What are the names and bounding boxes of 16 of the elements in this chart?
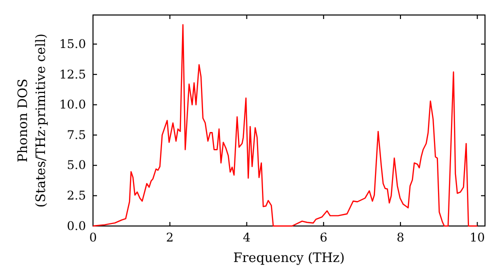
y-tick-label: 15.0 bbox=[59, 36, 86, 51]
x-tick-label: 6 bbox=[320, 230, 328, 245]
y-tick-label: 10.0 bbox=[59, 98, 86, 112]
line-series bbox=[92, 24, 478, 227]
x-tick-label: 10 bbox=[470, 230, 485, 245]
y-tick-label: 12.5 bbox=[59, 67, 86, 82]
y-tick-label: 7.5 bbox=[66, 128, 86, 142]
x-tick-label: 8 bbox=[396, 230, 404, 245]
x-axis-title: Frequency (THz) bbox=[233, 251, 345, 266]
y-tick-label: 0.0 bbox=[66, 218, 86, 233]
x-tick-label: 2 bbox=[166, 230, 174, 245]
y-tick-label: 2.5 bbox=[66, 188, 86, 203]
y-axis-title: Phonon DOS (States/THz·primitive cell) bbox=[16, 33, 49, 208]
x-tick-label: 4 bbox=[242, 230, 251, 245]
x-tick-label: 0 bbox=[89, 230, 97, 245]
y-tick-label: 5.0 bbox=[66, 158, 86, 172]
